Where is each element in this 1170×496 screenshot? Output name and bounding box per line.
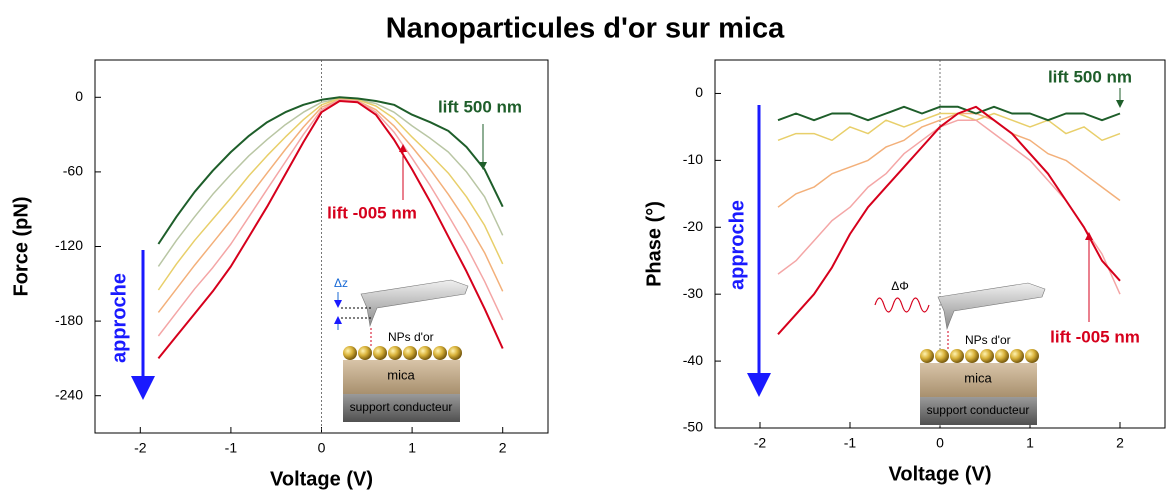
cantilever bbox=[937, 282, 1046, 331]
inset-label: support conducteur bbox=[350, 400, 453, 414]
y-tick-label: 0 bbox=[695, 84, 703, 100]
inset-label: ΔΦ bbox=[891, 279, 909, 293]
inset-diagram: ΔΦ NPs d'or mica support conducteur bbox=[874, 279, 1046, 425]
x-tick-label: 0 bbox=[318, 440, 326, 456]
inset-label: support conducteur bbox=[927, 403, 1030, 417]
series-line bbox=[777, 119, 1121, 295]
y-tick-label: -10 bbox=[683, 151, 703, 167]
y-tick-label: -120 bbox=[55, 237, 83, 253]
inset-label: NPs d'or bbox=[388, 330, 434, 344]
series-label: lift 500 nm bbox=[438, 97, 522, 116]
y-tick-label: -60 bbox=[63, 163, 83, 179]
y-tick-label: -240 bbox=[55, 386, 83, 402]
inset-label: NPs d'or bbox=[965, 333, 1011, 347]
series-label: lift -005 nm bbox=[1050, 327, 1140, 346]
series-line bbox=[157, 97, 504, 291]
x-tick-label: -1 bbox=[844, 435, 857, 451]
series-line bbox=[777, 112, 1121, 142]
series-label: lift -005 nm bbox=[327, 203, 417, 222]
inset-label: mica bbox=[387, 367, 415, 382]
series-line bbox=[157, 100, 504, 360]
gold-particle bbox=[343, 346, 357, 360]
x-axis-label: Voltage (V) bbox=[270, 468, 373, 490]
x-axis-label: Voltage (V) bbox=[889, 463, 992, 485]
gold-particle bbox=[448, 346, 462, 360]
x-tick-label: 1 bbox=[408, 440, 416, 456]
mica-layer bbox=[920, 363, 1037, 397]
series-line bbox=[777, 105, 1121, 122]
x-tick-label: 2 bbox=[499, 440, 507, 456]
gold-particle bbox=[920, 349, 934, 363]
gold-particle bbox=[935, 349, 949, 363]
gold-particle bbox=[373, 346, 387, 360]
support-layer bbox=[343, 394, 460, 422]
gold-particle bbox=[1025, 349, 1039, 363]
gold-particle bbox=[1010, 349, 1024, 363]
series-label: lift 500 nm bbox=[1048, 67, 1132, 86]
cantilever bbox=[360, 279, 469, 328]
approach-label: approche bbox=[108, 273, 130, 363]
gold-particle bbox=[403, 346, 417, 360]
y-tick-label: 0 bbox=[75, 88, 83, 104]
gold-particle bbox=[388, 346, 402, 360]
series-line bbox=[777, 112, 1121, 208]
gold-particle bbox=[358, 346, 372, 360]
series-line bbox=[157, 96, 504, 245]
gold-particle bbox=[995, 349, 1009, 363]
x-tick-label: -2 bbox=[134, 440, 147, 456]
gold-particle bbox=[965, 349, 979, 363]
support-layer bbox=[920, 397, 1037, 425]
series-line bbox=[157, 99, 504, 337]
x-tick-label: 1 bbox=[1026, 435, 1034, 451]
figure-title: Nanoparticules d'or sur mica bbox=[386, 13, 785, 45]
y-tick-label: -20 bbox=[683, 218, 703, 234]
series-line bbox=[157, 99, 504, 313]
y-tick-label: -40 bbox=[683, 352, 703, 368]
phase-wave bbox=[874, 297, 930, 313]
mica-layer bbox=[343, 360, 460, 394]
y-tick-label: -30 bbox=[683, 285, 703, 301]
gold-particle bbox=[418, 346, 432, 360]
gold-particle bbox=[433, 346, 447, 360]
inset-label: mica bbox=[964, 370, 992, 385]
y-axis-label: Phase (°) bbox=[643, 201, 665, 287]
gold-particle bbox=[980, 349, 994, 363]
x-tick-label: -2 bbox=[754, 435, 767, 451]
series-line bbox=[777, 105, 1121, 335]
series-line bbox=[157, 97, 504, 267]
inset-diagram: Δz NPs d'or mica support conducteur bbox=[334, 276, 469, 422]
gold-particle bbox=[950, 349, 964, 363]
y-tick-label: -180 bbox=[55, 312, 83, 328]
x-tick-label: 0 bbox=[936, 435, 944, 451]
x-tick-label: 2 bbox=[1116, 435, 1124, 451]
inset-label: Δz bbox=[334, 276, 348, 290]
y-axis-label: Force (pN) bbox=[10, 197, 32, 297]
approach-label: approche bbox=[726, 200, 748, 290]
y-tick-label: -50 bbox=[683, 419, 703, 435]
x-tick-label: -1 bbox=[225, 440, 238, 456]
